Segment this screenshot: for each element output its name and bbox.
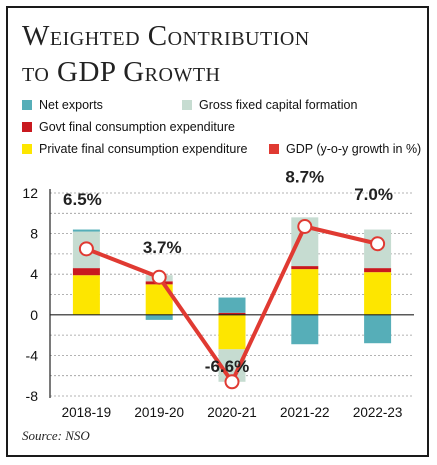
y-tick-label: -4 <box>26 347 39 363</box>
bar-net-exports <box>364 314 392 344</box>
legend-label: Gross fixed capital formation <box>199 98 358 112</box>
x-tick-label: 2018-19 <box>62 405 112 420</box>
bar-govt-final-consumption-expenditure <box>291 266 319 270</box>
bar-private-final-consumption-expenditure <box>364 272 392 315</box>
legend-label: Net exports <box>39 98 103 112</box>
y-tick-label: -8 <box>26 388 39 404</box>
legend-swatch <box>182 100 192 110</box>
gdp-data-label: 8.7% <box>285 167 324 186</box>
legend-item-private: Private final consumption expenditure <box>22 142 247 156</box>
gdp-point <box>370 236 386 252</box>
gdp-data-label: 6.5% <box>63 190 102 209</box>
legend-item-gdp: GDP (y-o-y growth in %) <box>269 142 421 156</box>
gdp-point <box>78 241 94 257</box>
x-tick-label: 2020-21 <box>207 405 257 420</box>
legend-swatch <box>22 144 32 154</box>
y-tick-label: 12 <box>22 185 38 201</box>
bar-govt-final-consumption-expenditure <box>72 268 100 276</box>
bar-private-final-consumption-expenditure <box>291 269 319 315</box>
title-line-2: to GDP Growth <box>22 56 221 88</box>
bar-net-exports <box>145 314 173 320</box>
legend-label: Private final consumption expenditure <box>39 142 248 156</box>
chart-frame <box>6 6 429 457</box>
gdp-data-label: -6.6% <box>205 357 249 376</box>
bar-net-exports <box>218 297 246 313</box>
chart-title: Weighted Contribution to GDP Growth <box>22 18 422 90</box>
data-labels: 6.5% 3.7% -6.6% 8.7% 7.0% <box>63 167 393 375</box>
bar-govt-final-consumption-expenditure <box>218 312 246 315</box>
legend-swatch <box>269 144 279 154</box>
gdp-point <box>151 269 167 285</box>
legend-swatch <box>22 100 32 110</box>
x-tick-label: 2021-22 <box>280 405 330 420</box>
bar-net-exports <box>72 229 100 232</box>
gdp-point <box>224 374 240 390</box>
bar-govt-final-consumption-expenditure <box>364 268 392 273</box>
legend-label: GDP (y-o-y growth in %) <box>286 142 422 156</box>
legend-item-govt: Govt final consumption expenditure <box>22 120 235 134</box>
title-line-1: Weighted Contribution <box>22 20 310 52</box>
bar-private-final-consumption-expenditure <box>72 275 100 315</box>
gdp-data-label: 3.7% <box>143 238 182 257</box>
legend-item-net-exports: Net exports <box>22 98 103 112</box>
x-tick-label: 2019-20 <box>134 405 184 420</box>
bar-net-exports <box>291 314 319 345</box>
y-tick-label: 8 <box>30 226 38 242</box>
bar-private-final-consumption-expenditure <box>218 314 246 350</box>
legend-item-gfcf: Gross fixed capital formation <box>182 98 357 112</box>
gdp-line <box>78 218 386 390</box>
gdp-point <box>297 218 313 234</box>
grid <box>50 192 414 397</box>
axes: 12 8 4 0 -4 -8 2018-19 2019-20 2020-21 2021-22 202… <box>22 185 414 420</box>
x-tick-label: 2022-23 <box>353 405 403 420</box>
legend-label: Govt final consumption expenditure <box>39 120 235 134</box>
y-tick-label: 4 <box>30 266 38 282</box>
legend-swatch <box>22 122 32 132</box>
source-note: Source: NSO <box>22 428 90 443</box>
gdp-data-label: 7.0% <box>354 185 393 204</box>
y-tick-label: 0 <box>30 307 38 323</box>
